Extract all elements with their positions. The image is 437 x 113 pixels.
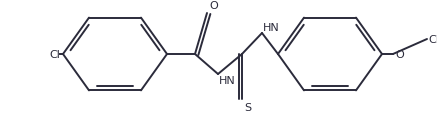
- Text: HN: HN: [263, 23, 280, 33]
- Text: HN: HN: [219, 75, 236, 85]
- Text: O: O: [395, 50, 404, 59]
- Text: O: O: [209, 1, 218, 11]
- Text: Cl: Cl: [49, 50, 60, 59]
- Text: S: S: [244, 102, 251, 112]
- Text: CH₃: CH₃: [428, 35, 437, 45]
